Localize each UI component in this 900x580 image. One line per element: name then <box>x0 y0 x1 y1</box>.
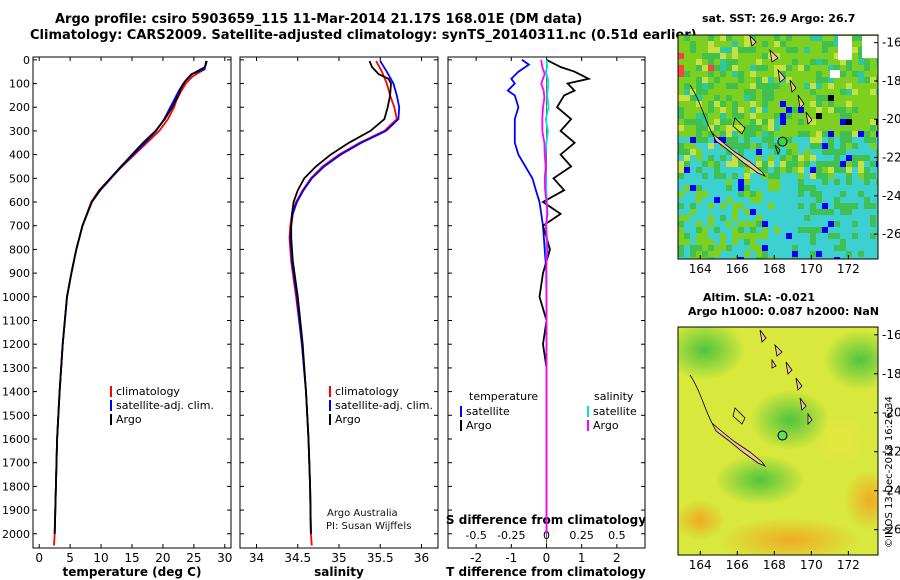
x-axis-label: T difference from climatology <box>446 565 646 579</box>
x-tick-label: 10 <box>93 551 108 565</box>
legend-label: satellite-adj. clim. <box>116 399 214 412</box>
sst-map-title: sat. SST: 26.9 Argo: 26.7 <box>702 12 856 25</box>
series-line <box>540 59 549 534</box>
depth-tick-label: 400 <box>9 149 30 162</box>
legend-swatch <box>587 420 589 431</box>
x-tick-label: 0 <box>543 551 551 565</box>
x-tick-label: 30 <box>217 551 232 565</box>
s-tick-label: 0.5 <box>608 529 626 542</box>
x-axis-label: temperature (deg C) <box>63 565 202 579</box>
x-tick-label: 34 <box>249 551 264 565</box>
legend-label: satellite-adj. clim. <box>335 399 433 412</box>
depth-tick-label: 1900 <box>2 504 30 517</box>
sla-map-title-line-2: Argo h1000: 0.087 h2000: NaN <box>688 305 880 318</box>
plot-frame <box>239 56 439 549</box>
credit-organisation: Argo Australia <box>327 508 398 519</box>
legend-label: satellite <box>466 405 510 418</box>
series-line <box>538 58 592 534</box>
legend-swatch <box>587 406 589 417</box>
depth-tick-label: 1500 <box>2 409 30 422</box>
legend-label: climatology <box>335 385 399 398</box>
legend-swatch <box>110 414 112 425</box>
depth-tick-label: 300 <box>9 125 30 138</box>
x-tick-label: 1 <box>578 551 586 565</box>
legend-label: climatology <box>116 385 180 398</box>
depth-tick-label: 1400 <box>2 386 30 399</box>
x-axis-label: salinity <box>314 565 364 579</box>
x-tick-label: 15 <box>124 551 139 565</box>
legend-title: temperature <box>469 390 538 403</box>
depth-tick-label: 700 <box>9 220 30 233</box>
credit-pi: PI: Susan Wijffels <box>326 521 412 532</box>
depth-tick-label: 1600 <box>2 433 30 446</box>
depth-tick-label: 600 <box>9 196 30 209</box>
figure-title-line-2: Climatology: CARS2009. Satellite-adjuste… <box>30 28 697 43</box>
series-line <box>290 60 392 534</box>
legend-label: Argo <box>335 413 361 426</box>
legend-swatch <box>460 420 462 431</box>
legend-label: satellite <box>593 405 637 418</box>
x-tick-label: 35.5 <box>367 551 394 565</box>
s-tick-label: 0.25 <box>569 529 594 542</box>
depth-tick-label: 100 <box>9 78 30 91</box>
x-tick-label: 0 <box>35 551 43 565</box>
depth-tick-label: 500 <box>9 172 30 185</box>
depth-tick-label: 1700 <box>2 457 30 470</box>
legend-swatch <box>329 414 331 425</box>
s-tick-label: -0.25 <box>497 529 525 542</box>
legend-title: salinity <box>594 390 634 403</box>
s-tick-label: 0 <box>543 529 550 542</box>
legend-swatch <box>460 406 462 417</box>
legend-label: Argo <box>466 419 492 432</box>
s-tick-label: -0.5 <box>465 529 486 542</box>
x-tick-label: 34.5 <box>284 551 311 565</box>
depth-tick-label: 800 <box>9 243 30 256</box>
legend-label: Argo <box>116 413 142 426</box>
legend-swatch <box>329 386 331 397</box>
legend-swatch <box>110 400 112 411</box>
depth-tick-label: 1100 <box>2 315 30 328</box>
plot-frame <box>32 56 232 549</box>
temperature-panel: 0100200300400500600700800900100011001200… <box>2 54 232 579</box>
x-tick-label: 35 <box>331 551 346 565</box>
imos-timestamp: ©IMOS 13-Dec-2018 16:26:34 <box>884 396 895 548</box>
legend-swatch <box>110 386 112 397</box>
depth-tick-label: 1300 <box>2 362 30 375</box>
series-line <box>53 60 208 534</box>
legend-label: Argo <box>593 419 619 432</box>
x-tick-label: -1 <box>505 551 517 565</box>
x-tick-label: -2 <box>470 551 482 565</box>
depth-tick-label: 900 <box>9 267 30 280</box>
legend-swatch <box>329 400 331 411</box>
x-tick-label: 20 <box>155 551 170 565</box>
depth-tick-label: 0 <box>23 54 30 67</box>
x-tick-label: 36 <box>414 551 429 565</box>
depth-tick-label: 1000 <box>2 291 30 304</box>
depth-tick-label: 2000 <box>2 528 30 541</box>
salinity-panel: 34 34.5 35 35.5 36 salinity climatologysatelli… <box>239 56 439 579</box>
depth-tick-label: 200 <box>9 101 30 114</box>
x-tick-label: 25 <box>186 551 201 565</box>
depth-tick-label: 1200 <box>2 338 30 351</box>
sla-map-title-line-1: Altim. SLA: -0.021 <box>703 291 816 304</box>
x-tick-label: 5 <box>66 551 74 565</box>
figure-title-line-1: Argo profile: csiro 5903659_115 11-Mar-2… <box>55 12 583 27</box>
x-tick-label: 2 <box>613 551 621 565</box>
depth-tick-label: 1800 <box>2 480 30 493</box>
